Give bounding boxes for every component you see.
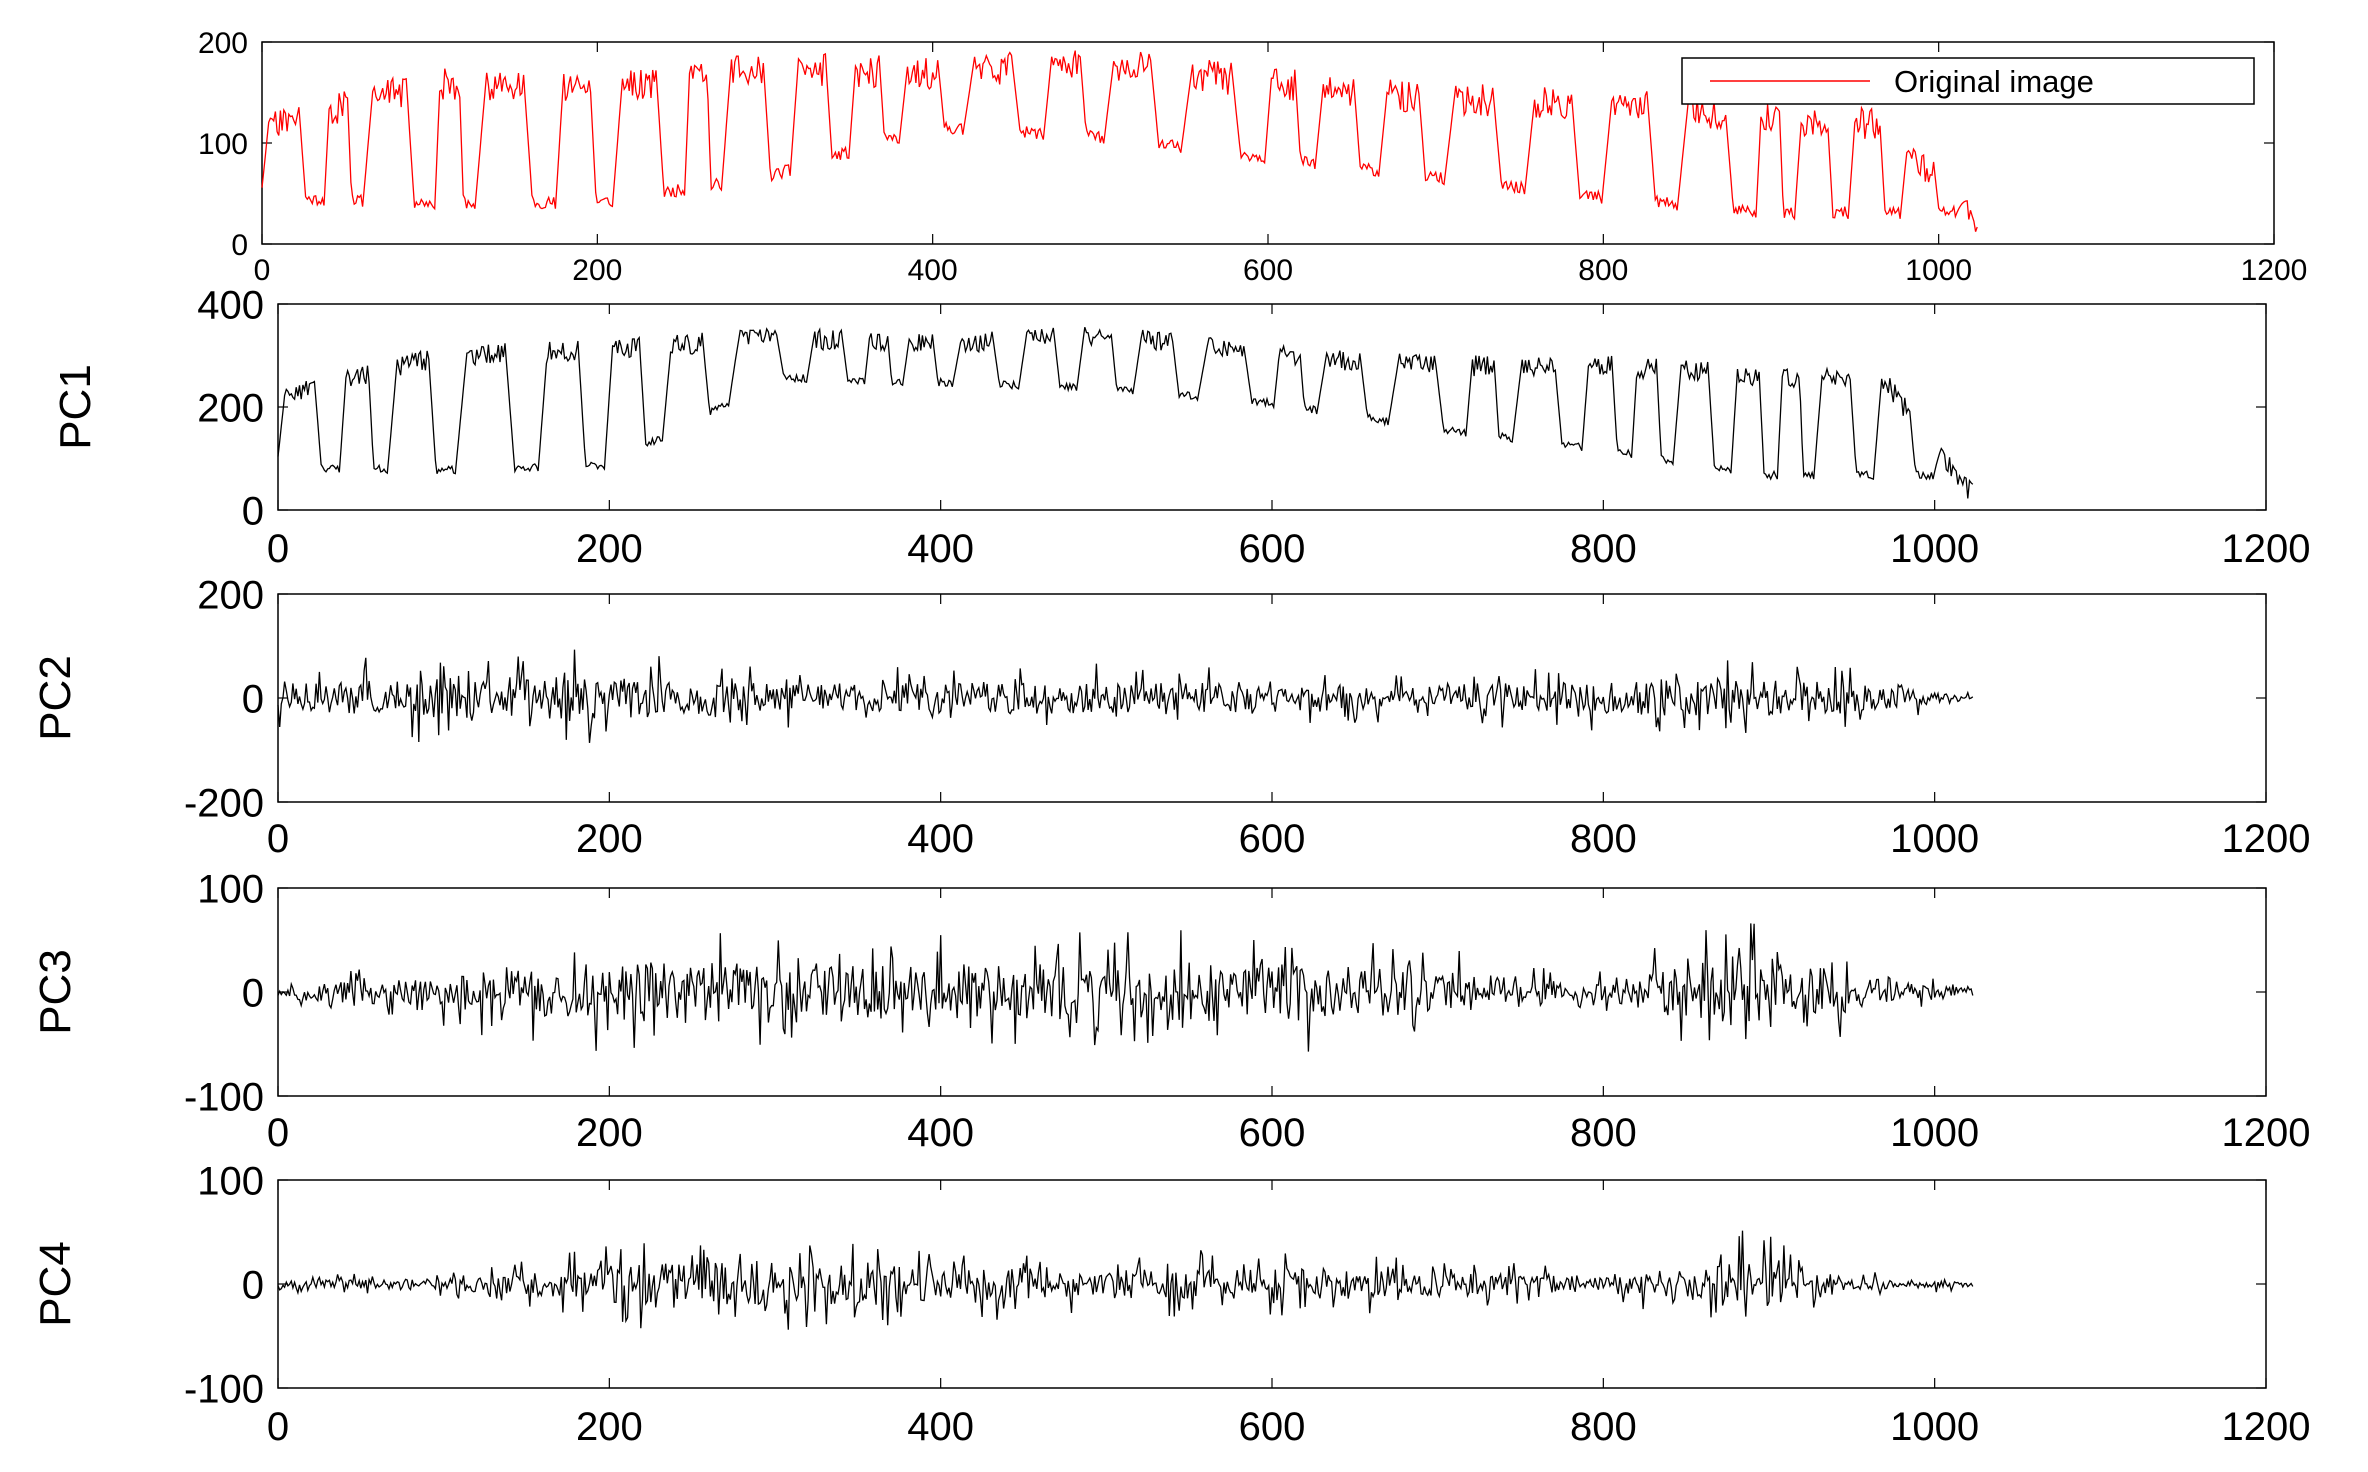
y-tick-label: 100 [198, 128, 248, 161]
series-line-5 [277, 1230, 1974, 1330]
axes-box [277, 303, 2267, 511]
y-tick-label: 0 [242, 971, 264, 1015]
y-tick-label: 0 [242, 489, 264, 533]
x-tick-label: 0 [267, 1111, 289, 1155]
x-tick-label: 800 [1570, 1111, 1637, 1155]
x-tick-label: 1200 [2222, 1405, 2311, 1449]
y-tick-label: -100 [184, 1367, 264, 1411]
x-tick-label: 1000 [1890, 1405, 1979, 1449]
series-line-2 [277, 327, 1974, 499]
legend: Original image [1681, 57, 2255, 105]
x-tick-label: 0 [267, 817, 289, 861]
x-tick-label: 600 [1239, 527, 1306, 571]
x-tick-label: 400 [907, 527, 974, 571]
y-axis-label: PC1 [51, 364, 100, 450]
x-tick-label: 1200 [2222, 817, 2311, 861]
x-tick-label: 1000 [1890, 817, 1979, 861]
x-tick-label: 1000 [1890, 1111, 1979, 1155]
x-tick-label: 200 [576, 527, 643, 571]
y-axis-label: PC4 [31, 1241, 80, 1327]
y-tick-label: 200 [197, 573, 264, 617]
x-tick-label: 400 [907, 1405, 974, 1449]
x-tick-label: 800 [1570, 817, 1637, 861]
series-line-4 [277, 923, 1974, 1052]
panel-2: 0 200 400 600 800 1000 1200 0 200 400 PC1 [51, 283, 2310, 571]
y-tick-label: 100 [197, 867, 264, 911]
y-tick-label: 0 [231, 229, 248, 262]
y-tick-label: 200 [198, 27, 248, 60]
x-tick-label: 400 [907, 817, 974, 861]
x-tick-label: 1000 [1905, 254, 1972, 287]
x-tick-label: 600 [1243, 254, 1293, 287]
x-tick-label: 800 [1578, 254, 1628, 287]
series-line-3 [277, 649, 1974, 743]
y-tick-label: 100 [197, 1159, 264, 1203]
x-tick-label: 200 [572, 254, 622, 287]
x-tick-label: 0 [254, 254, 271, 287]
panel-1: 0 200 400 600 800 1000 1200 0 100 200 Original ima… [198, 27, 2307, 287]
x-tick-label: 800 [1570, 1405, 1637, 1449]
x-tick-label: 400 [908, 254, 958, 287]
y-tick-label: 200 [197, 386, 264, 430]
x-tick-label: 0 [267, 1405, 289, 1449]
x-tick-label: 200 [576, 817, 643, 861]
y-tick-label: 400 [197, 283, 264, 327]
x-tick-label: 1000 [1890, 527, 1979, 571]
x-tick-label: 600 [1239, 1405, 1306, 1449]
x-tick-label: 1200 [2222, 1111, 2311, 1155]
y-axis-label: PC2 [31, 655, 80, 741]
x-tick-label: 0 [267, 527, 289, 571]
x-tick-label: 800 [1570, 527, 1637, 571]
y-axis-label: PC3 [31, 949, 80, 1035]
y-tick-label: 0 [242, 677, 264, 721]
x-tick-label: 600 [1239, 1111, 1306, 1155]
x-tick-label: 200 [576, 1405, 643, 1449]
x-tick-label: 400 [907, 1111, 974, 1155]
y-tick-label: -200 [184, 781, 264, 825]
x-tick-label: 1200 [2241, 254, 2308, 287]
x-tick-label: 1200 [2222, 527, 2311, 571]
x-tick-label: 200 [576, 1111, 643, 1155]
legend-entry: Original image [1894, 64, 2094, 99]
x-tick-label: 600 [1239, 817, 1306, 861]
y-tick-label: -100 [184, 1075, 264, 1119]
y-tick-label: 0 [242, 1263, 264, 1307]
